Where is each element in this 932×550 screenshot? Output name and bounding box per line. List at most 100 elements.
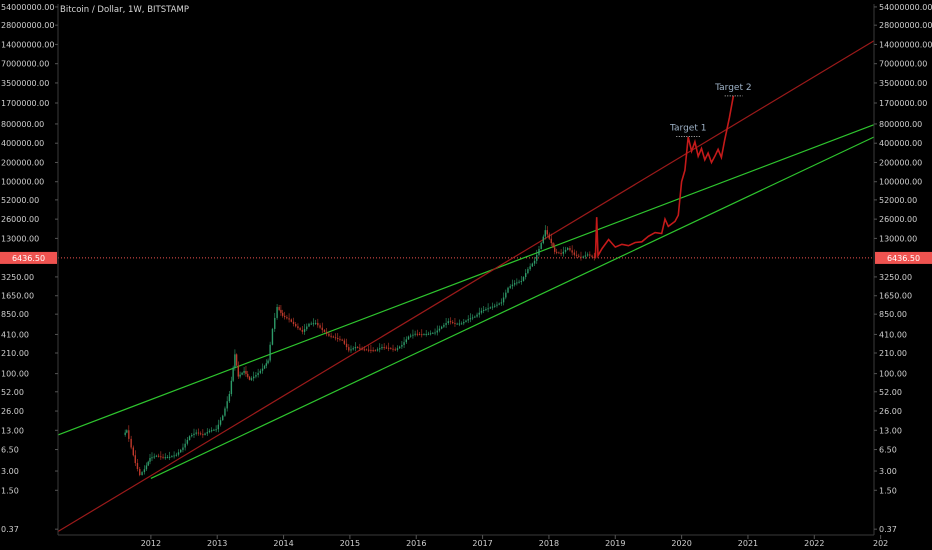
y-tick-label-right: 3500000.00	[879, 79, 927, 88]
candle-body	[560, 253, 562, 255]
candle-body	[295, 324, 297, 327]
candle-body	[436, 330, 438, 333]
candle-body	[308, 323, 310, 327]
y-tick-label-right: 26000.00	[879, 215, 917, 224]
candle-body	[356, 347, 359, 349]
plot-area[interactable]: Target 1 Target 2	[57, 40, 875, 533]
current-price-label-right: 6436.50	[887, 254, 920, 263]
candle-body	[398, 346, 401, 349]
y-axis-left[interactable]: 54000000.00 28000000.00 14000000.00 7000000…	[0, 3, 59, 535]
candle-body	[533, 260, 536, 264]
candle-body	[550, 238, 552, 244]
candle-body	[206, 432, 208, 434]
y-tick-label-right: 1700000.00	[879, 99, 927, 108]
candle-body	[410, 335, 412, 337]
candle-body	[301, 329, 304, 332]
candle-body	[130, 438, 132, 448]
candle-body	[540, 243, 542, 249]
y-axis-right[interactable]: 54000000.00 28000000.00 14000000.00 7000000…	[873, 3, 932, 535]
candle-body	[199, 433, 202, 435]
candle-body	[337, 338, 339, 340]
candle-body	[562, 251, 565, 254]
y-tick-label-right: 400000.00	[879, 139, 922, 148]
candle-body	[365, 349, 368, 351]
y-tick-label-left: 7000000.00	[1, 60, 49, 69]
candle-body	[162, 456, 164, 458]
candle-body	[230, 380, 233, 395]
candle-body	[564, 249, 567, 252]
y-tick-label-right: 54000000.00	[879, 3, 932, 12]
candle-body	[177, 452, 180, 455]
candle-body	[487, 308, 489, 310]
candle-body	[153, 456, 155, 458]
candle-body	[204, 433, 206, 435]
candle-body	[505, 292, 507, 298]
candle-body	[343, 340, 346, 344]
y-tick-label-left: 100.00	[1, 370, 29, 379]
candle-body	[334, 337, 337, 339]
y-tick-label-left: 400000.00	[1, 139, 44, 148]
y-tick-label-left: 1650.00	[1, 292, 34, 301]
candle-body	[247, 373, 249, 377]
x-axis[interactable]: 2012 2013 2014 2015 2016 2017 2018 2019 2020 2021…	[58, 534, 888, 548]
y-tick-label-left: 6.50	[1, 446, 19, 455]
candle-body	[317, 322, 319, 326]
candle-body	[394, 349, 396, 351]
current-price-tag-right	[875, 251, 932, 264]
candle-body	[257, 372, 259, 376]
y-tick-label-right: 3.00	[879, 467, 897, 476]
x-tick-label: 2017	[472, 539, 492, 548]
candle-body	[392, 348, 394, 350]
candle-body	[586, 254, 589, 256]
candle-body	[544, 230, 546, 237]
candle-body	[452, 322, 454, 324]
candle-body	[440, 326, 443, 329]
target-label: Target 2	[714, 83, 751, 93]
candle-body	[339, 338, 341, 340]
candle-body	[219, 420, 222, 425]
candle-body	[134, 455, 136, 464]
candle-body	[325, 331, 328, 334]
candle-body	[132, 447, 134, 456]
candle-body	[513, 283, 516, 285]
y-tick-label-left: 54000000.00	[1, 3, 54, 12]
candle-body	[193, 433, 195, 435]
x-tick-label: 2012	[141, 539, 161, 548]
y-tick-label-left: 1700000.00	[1, 99, 49, 108]
candle-body	[297, 326, 299, 329]
candle-body	[310, 323, 312, 325]
candle-body	[202, 434, 204, 436]
x-tick-label: 202	[873, 539, 888, 548]
candle-body	[250, 378, 253, 380]
candle-body	[372, 350, 374, 352]
candle-body	[407, 336, 410, 340]
y-tick-label-left: 52000.00	[1, 196, 39, 205]
candle-body	[281, 312, 284, 316]
candle-body	[531, 263, 534, 267]
candle-body	[237, 365, 239, 377]
candle-body	[235, 354, 238, 366]
candle-body	[255, 375, 257, 377]
candle-body	[542, 236, 544, 244]
candle-body	[350, 349, 352, 351]
candle-body	[509, 286, 511, 288]
lower-green-trendline	[150, 136, 875, 479]
candle-body	[314, 322, 317, 324]
candle-body	[494, 305, 496, 307]
y-tick-label-left: 0.37	[1, 525, 19, 534]
candle-body	[522, 277, 525, 282]
candle-body	[278, 307, 280, 310]
y-tick-label-left: 13000.00	[1, 234, 39, 243]
candle-body	[536, 254, 538, 261]
x-tick-label: 2015	[340, 539, 360, 548]
candle-body	[580, 256, 582, 258]
candle-body	[374, 350, 377, 352]
candle-body	[261, 368, 264, 371]
candle-body	[164, 457, 166, 459]
candle-body	[267, 360, 269, 364]
candle-body	[467, 319, 469, 321]
candle-body	[367, 349, 370, 351]
y-tick-label-right: 850.00	[879, 310, 907, 319]
y-tick-label-right: 52.00	[879, 388, 902, 397]
